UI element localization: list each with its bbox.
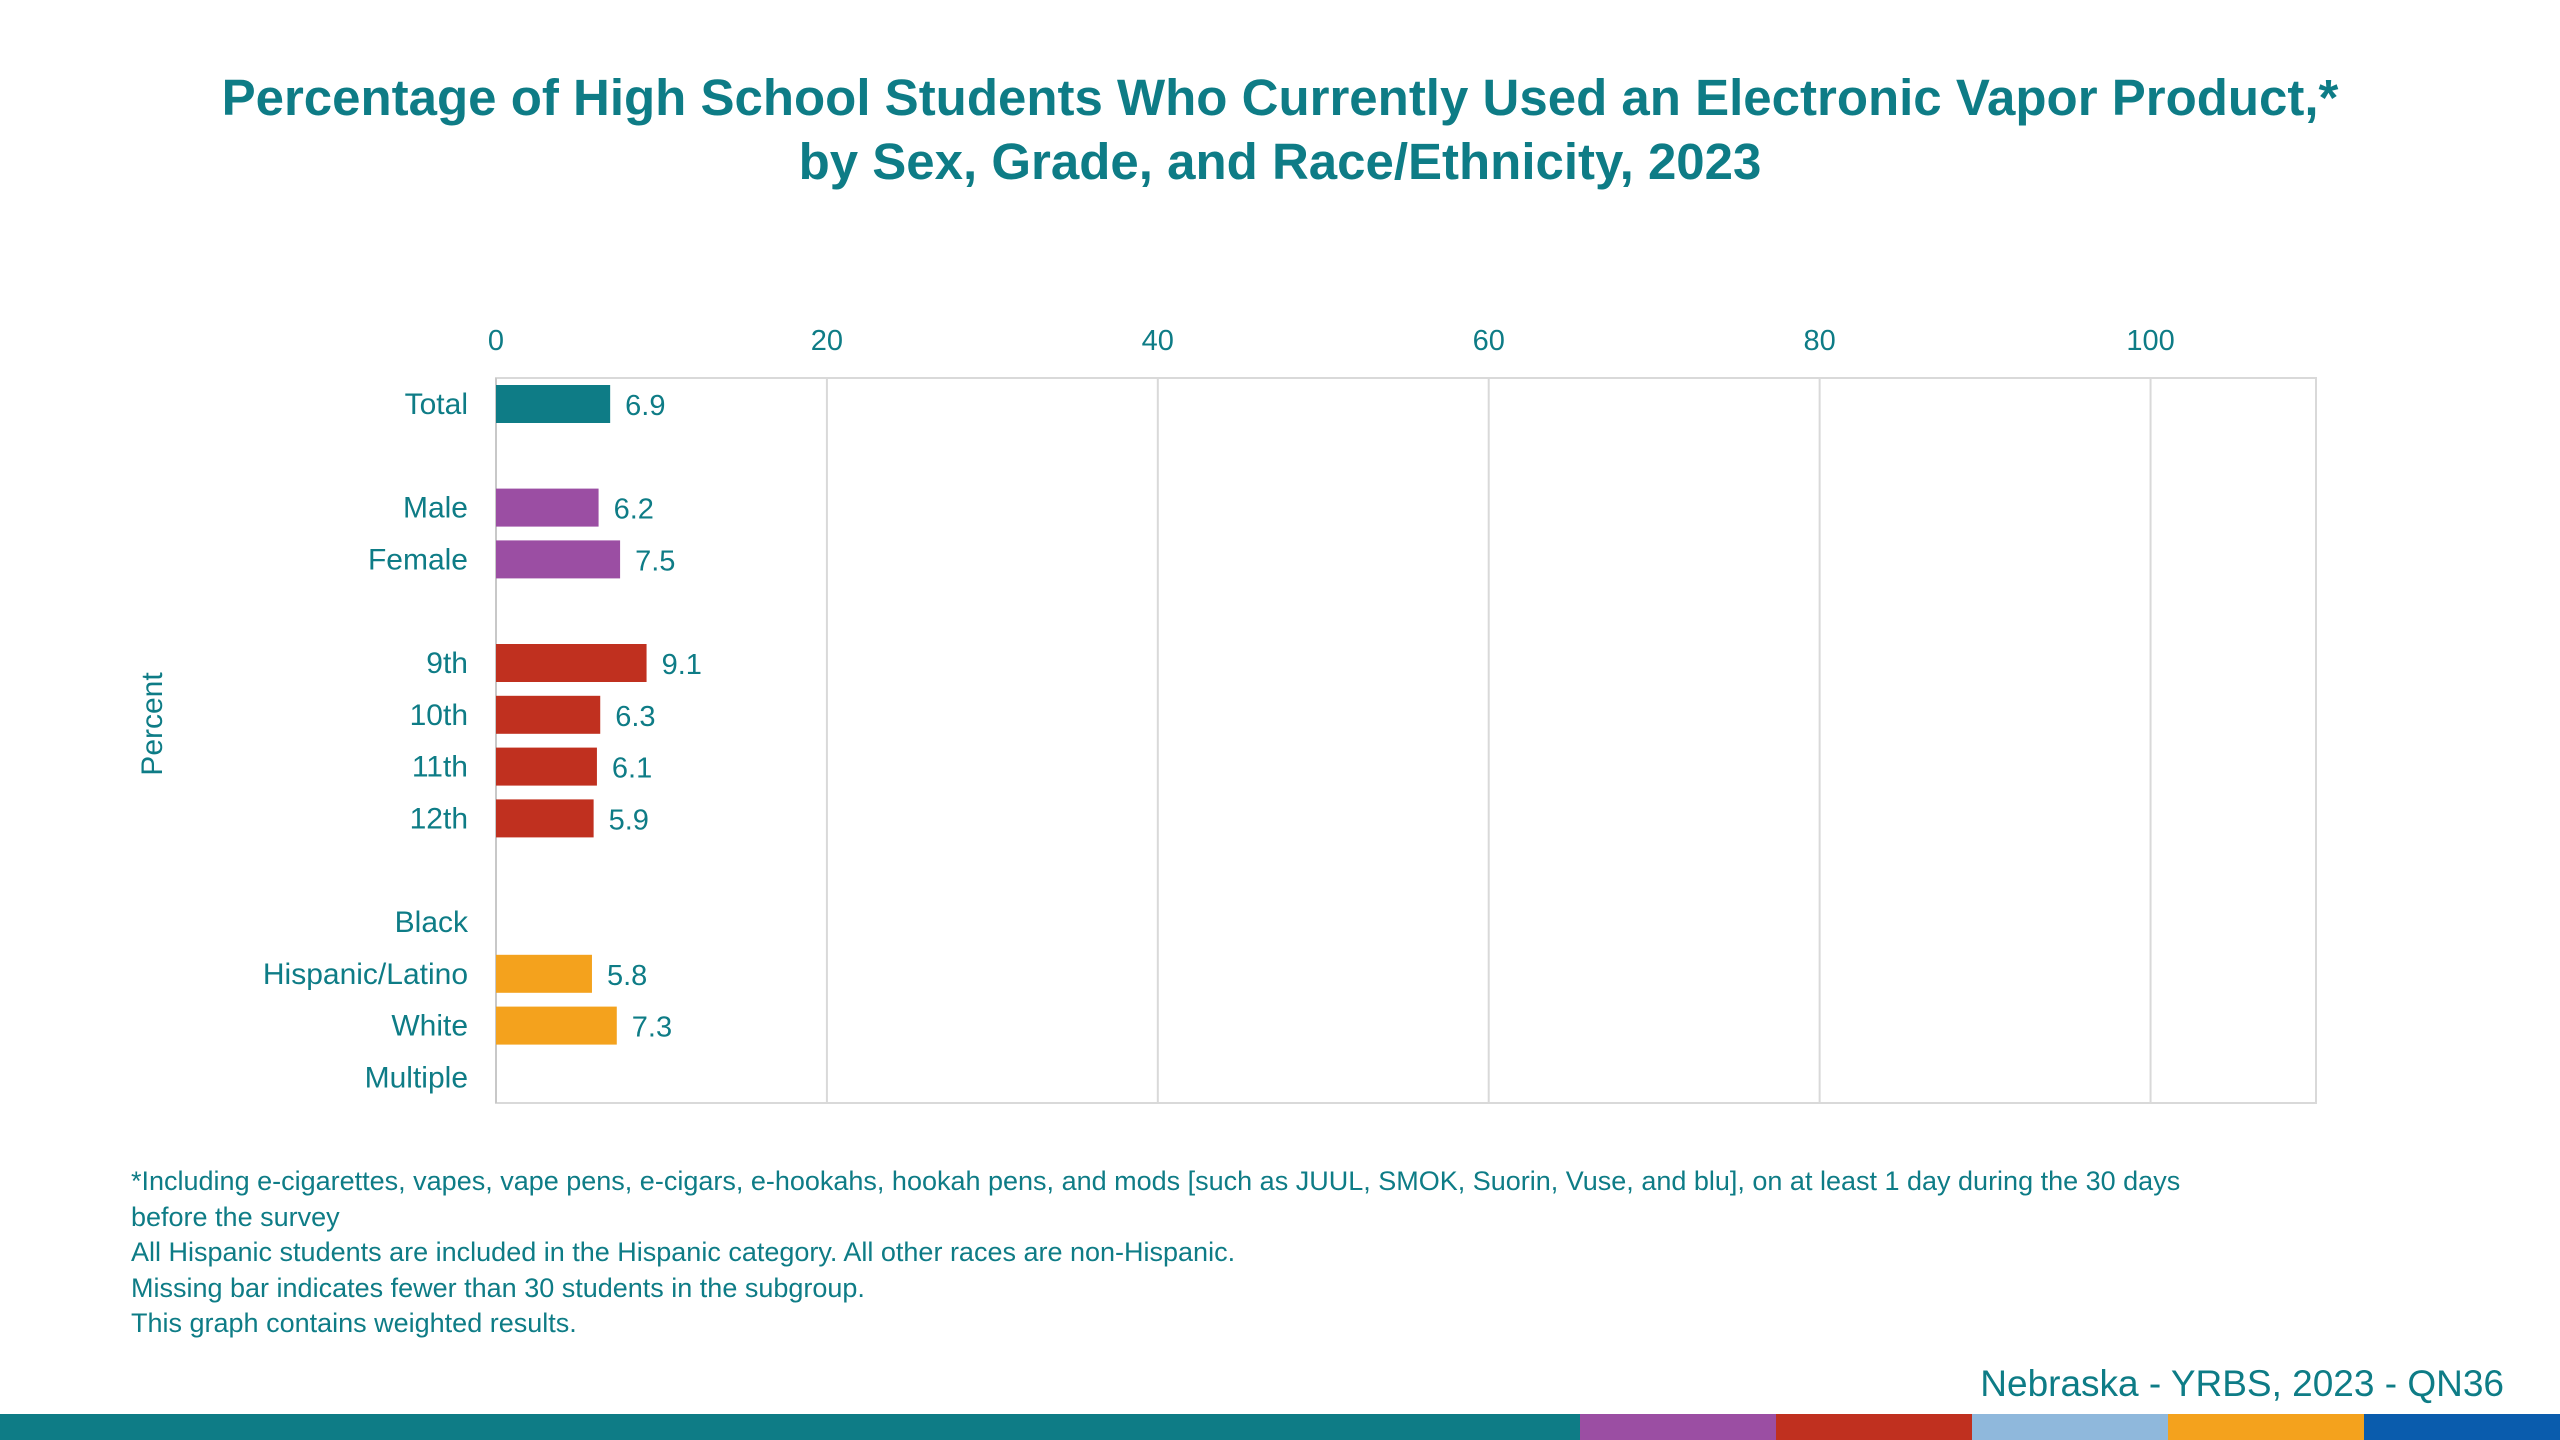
bar-chart: 0 20 40 60 80 100 Total Male Female 9th 10th 11th 1… xyxy=(136,325,2317,1104)
footnote-line-2: before the survey xyxy=(131,1201,340,1232)
bar xyxy=(496,747,597,786)
strip-segment xyxy=(2168,1414,2364,1440)
y-axis-label: Percent xyxy=(136,672,169,776)
strip-segment xyxy=(1580,1414,1776,1440)
value-label: 6.9 xyxy=(625,390,665,422)
bar xyxy=(496,644,647,682)
value-labels: 6.9 6.2 7.5 9.16.3 6.1 5.9 5.8 7.3 xyxy=(607,390,702,1044)
category-label: Hispanic/Latino xyxy=(263,958,468,991)
footnote-line-3: All Hispanic students are included in th… xyxy=(131,1237,1236,1267)
footnote-line-1: *Including e-cigarettes, vapes, vape pen… xyxy=(131,1166,2181,1196)
bottom-color-strip xyxy=(0,1414,2560,1440)
category-label: 9th xyxy=(426,647,468,680)
value-label: 6.3 xyxy=(615,701,655,733)
bar xyxy=(496,540,621,579)
x-axis-ticks: 0 20 40 60 80 100 xyxy=(488,325,2175,357)
bar xyxy=(496,385,611,423)
category-label: White xyxy=(391,1010,468,1043)
footnote-line-4: Missing bar indicates fewer than 30 stud… xyxy=(131,1272,865,1303)
x-tick-label: 40 xyxy=(1142,325,1174,357)
x-tick-label: 100 xyxy=(2126,325,2174,357)
value-label: 7.5 xyxy=(635,545,675,577)
value-label: 6.1 xyxy=(612,753,652,785)
category-label: Male xyxy=(403,492,468,525)
bar xyxy=(496,488,599,527)
chart-bars xyxy=(496,385,647,1045)
bar xyxy=(496,1006,617,1045)
x-tick-label: 80 xyxy=(1804,325,1836,357)
bar xyxy=(496,695,601,734)
value-label: 9.1 xyxy=(662,649,702,681)
category-label: Black xyxy=(395,906,469,939)
category-label: Female xyxy=(368,543,468,576)
chart-title: Percentage of High School Students Who C… xyxy=(0,66,2560,194)
value-label: 5.8 xyxy=(607,960,647,992)
footnote-line-5: This graph contains weighted results. xyxy=(131,1308,577,1338)
x-tick-label: 20 xyxy=(811,325,843,357)
chart-gridlines xyxy=(495,377,2317,1104)
bar xyxy=(496,954,592,993)
category-label: Multiple xyxy=(365,1061,468,1094)
value-label: 5.9 xyxy=(609,804,649,836)
x-tick-label: 60 xyxy=(1473,325,1505,357)
strip-segment xyxy=(1972,1414,2168,1440)
category-label: 11th xyxy=(412,751,468,784)
plot-frame xyxy=(495,377,2317,1104)
category-label: Total xyxy=(405,388,468,421)
category-label: 12th xyxy=(410,802,468,835)
value-label: 7.3 xyxy=(632,1012,672,1044)
value-label: 6.2 xyxy=(614,494,654,526)
x-tick-label: 0 xyxy=(488,325,504,357)
bar xyxy=(496,799,594,838)
chart-title-line-2: by Sex, Grade, and Race/Ethnicity, 2023 xyxy=(798,133,1762,190)
chart-title-line-1: Percentage of High School Students Who C… xyxy=(221,69,2339,126)
category-label: 10th xyxy=(410,699,468,732)
strip-segment xyxy=(2364,1414,2560,1440)
source-label: Nebraska - YRBS, 2023 - QN36 xyxy=(1980,1363,2504,1404)
footnotes: *Including e-cigarettes, vapes, vape pen… xyxy=(131,1164,2431,1342)
strip-segment xyxy=(0,1414,1580,1440)
category-labels: Total Male Female 9th 10th 11th 12th Black Hispa… xyxy=(263,388,469,1094)
strip-segment xyxy=(1776,1414,1972,1440)
